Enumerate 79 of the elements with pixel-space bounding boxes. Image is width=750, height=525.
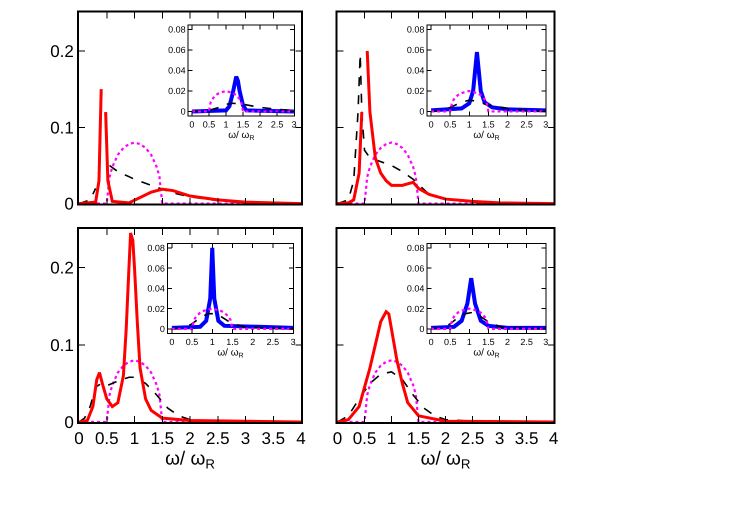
x-tick-label: 0: [332, 429, 342, 448]
y-tick-label: 0.1: [50, 336, 74, 355]
y-tick-label: 0.06: [406, 263, 424, 274]
x-axis-title: ω/ ω$_{R}$: [473, 347, 500, 360]
y-tick-label: 0: [64, 194, 74, 214]
x-tick-label: 1: [223, 119, 228, 130]
x-tick-label: 3: [543, 119, 548, 130]
y-tick-label: 0.06: [406, 45, 424, 56]
y-tick-label: 0.02: [147, 304, 165, 314]
y-tick-label: 0.08: [406, 24, 424, 35]
x-tick-label: 0.5: [444, 336, 456, 347]
x-axis-title: ω/ ω$_{R}$: [473, 130, 500, 142]
x-tick-label: 1: [466, 119, 472, 130]
x-tick-label: 1.5: [150, 429, 174, 448]
x-tick-label: 3.5: [514, 429, 538, 448]
y-tick-label: 0.08: [168, 24, 186, 35]
x-tick-label: 2: [440, 429, 450, 448]
line-series: [430, 308, 546, 330]
x-tick-label: 2: [504, 119, 510, 130]
x-tick-label: 0: [428, 119, 434, 130]
y-tick-label: 0: [180, 106, 186, 117]
x-tick-label: 2: [504, 336, 510, 347]
y-tick-label: 0.02: [168, 86, 186, 96]
y-tick-label: 0: [419, 324, 424, 334]
x-tick-label: 4: [548, 429, 558, 448]
x-tick-label: 2.5: [266, 336, 280, 347]
x-tick-label: 3.5: [261, 429, 286, 448]
y-tick-label: 0.06: [147, 263, 165, 274]
x-tick-label: 1.5: [236, 119, 250, 130]
x-axis-title: ω/ ω$_{R}$: [420, 448, 470, 472]
x-tick-label: 2.5: [520, 119, 533, 130]
x-tick-label: 0.5: [186, 336, 198, 347]
line-series: [79, 231, 301, 422]
x-tick-label: 1.5: [226, 336, 239, 347]
y-tick-label: 0: [419, 106, 424, 117]
y-tick-label: 0.04: [406, 66, 424, 76]
y-tick-label: 0.2: [50, 42, 74, 61]
x-tick-label: 2: [185, 429, 195, 448]
x-axis-title: ω/ ω$_{R}$: [165, 448, 215, 472]
x-tick-label: 0.5: [444, 119, 456, 130]
x-tick-label: 3: [494, 429, 504, 448]
x-tick-label: 1.5: [406, 429, 430, 448]
y-tick-label: 0: [64, 412, 74, 432]
y-tick-label: 0.08: [406, 243, 424, 254]
x-tick-label: 1.5: [482, 336, 495, 347]
y-tick-label: 0.06: [168, 45, 186, 56]
x-tick-label: 0: [189, 119, 194, 130]
x-tick-label: 3: [290, 336, 296, 347]
y-tick-label: 0: [160, 324, 165, 334]
x-tick-label: 2.5: [520, 336, 533, 347]
y-tick-label: 0.1: [50, 118, 74, 138]
x-tick-label: 1: [466, 336, 472, 347]
y-tick-label: 0.02: [406, 86, 424, 96]
x-axis-title: ω/ ω$_{R}$: [228, 130, 254, 142]
y-tick-label: 0.2: [50, 258, 74, 278]
y-tick-label: 0.04: [406, 284, 424, 294]
x-tick-label: 3: [292, 119, 297, 130]
x-tick-label: 2: [258, 119, 263, 130]
x-tick-label: 3: [240, 429, 250, 448]
x-tick-label: 3: [543, 336, 548, 347]
y-tick-label: 0.08: [147, 243, 165, 254]
x-tick-label: 0.5: [352, 429, 376, 448]
x-tick-label: 2.5: [270, 119, 284, 130]
x-tick-label: 4: [296, 429, 306, 448]
x-tick-label: 2.5: [206, 429, 230, 448]
x-tick-label: 2.5: [460, 429, 484, 448]
x-tick-label: 1: [210, 336, 215, 347]
x-tick-label: 1: [386, 429, 396, 448]
x-tick-label: 1.5: [482, 119, 495, 130]
line-series: [190, 90, 294, 113]
y-tick-label: 0.04: [147, 284, 165, 294]
x-tick-label: 2: [250, 336, 256, 347]
x-tick-label: 1: [130, 429, 140, 448]
y-tick-label: 0.04: [168, 66, 186, 76]
x-tick-label: 0.5: [202, 119, 216, 130]
x-tick-label: 0.5: [94, 429, 119, 448]
y-tick-label: 0.02: [406, 304, 424, 314]
x-tick-label: 0: [428, 336, 434, 347]
x-axis-title: ω/ ω$_{R}$: [217, 347, 244, 360]
